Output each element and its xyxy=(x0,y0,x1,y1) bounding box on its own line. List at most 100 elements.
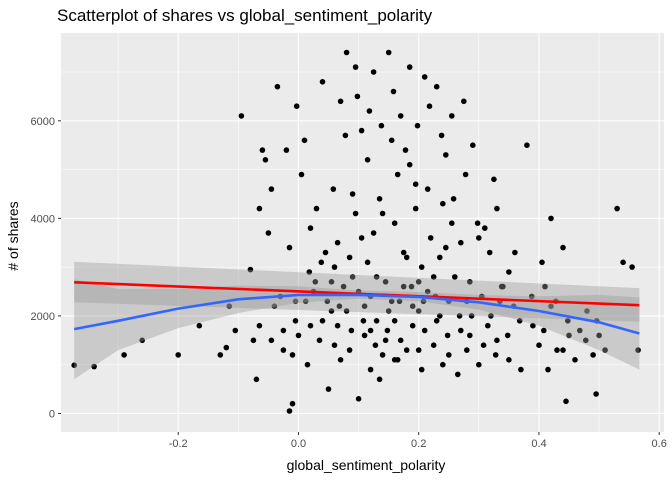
data-point xyxy=(378,122,385,129)
data-point xyxy=(476,235,482,241)
data-point xyxy=(450,196,457,202)
x-tick-label: 0.0 xyxy=(291,438,306,450)
data-point xyxy=(412,205,419,212)
data-point xyxy=(590,352,596,358)
x-tick-label: 0.6 xyxy=(652,438,667,450)
data-point xyxy=(280,327,287,334)
data-point xyxy=(486,249,493,256)
data-point xyxy=(548,303,554,310)
panel-background xyxy=(61,33,664,432)
data-point xyxy=(488,313,494,319)
data-point xyxy=(361,303,368,310)
data-point xyxy=(265,230,272,236)
data-point xyxy=(565,318,571,324)
data-point xyxy=(226,303,233,310)
data-point xyxy=(548,215,554,222)
data-point xyxy=(440,361,446,368)
data-point xyxy=(121,352,127,358)
data-point xyxy=(480,342,487,349)
data-point xyxy=(223,344,230,351)
data-point xyxy=(446,352,452,358)
data-point xyxy=(283,147,290,153)
data-point xyxy=(541,327,547,334)
data-point xyxy=(455,371,461,378)
data-point xyxy=(577,327,583,334)
data-point xyxy=(262,157,269,163)
data-point xyxy=(372,342,379,349)
data-point xyxy=(302,298,309,305)
data-point xyxy=(376,376,383,383)
data-point xyxy=(334,322,341,329)
data-point xyxy=(430,274,437,280)
data-point xyxy=(286,244,293,251)
data-point xyxy=(418,264,425,270)
data-point xyxy=(403,254,410,261)
data-point xyxy=(614,205,620,212)
data-point xyxy=(379,210,386,217)
data-point xyxy=(293,103,300,109)
data-point xyxy=(343,308,350,314)
data-point xyxy=(427,235,434,241)
data-point xyxy=(370,69,377,75)
data-point xyxy=(390,88,397,95)
data-point xyxy=(420,298,427,305)
data-point xyxy=(384,327,391,334)
y-tick-label: 6000 xyxy=(31,116,55,128)
data-point xyxy=(433,83,440,90)
data-point xyxy=(342,132,349,139)
y-axis-label: # of shares xyxy=(5,201,21,270)
x-axis-label: global_sentiment_polarity xyxy=(287,457,446,473)
data-point xyxy=(304,361,311,368)
data-point xyxy=(364,259,371,266)
data-point xyxy=(449,113,455,119)
data-point xyxy=(274,83,281,90)
data-point xyxy=(358,235,365,241)
data-point xyxy=(494,205,500,212)
data-point xyxy=(409,303,416,310)
data-point xyxy=(418,366,425,373)
data-point xyxy=(396,298,403,305)
data-point xyxy=(424,186,431,192)
data-point xyxy=(506,357,512,363)
data-point xyxy=(382,279,389,285)
data-point xyxy=(91,363,97,370)
data-point xyxy=(238,113,245,119)
data-point xyxy=(373,318,380,324)
data-point xyxy=(358,127,365,134)
data-point xyxy=(421,327,428,334)
data-point xyxy=(430,342,437,349)
data-point xyxy=(461,98,467,105)
data-point xyxy=(322,249,329,256)
data-point xyxy=(467,279,473,285)
data-point xyxy=(280,347,287,353)
data-point xyxy=(253,376,260,383)
data-point xyxy=(286,408,293,414)
data-point xyxy=(512,249,518,256)
data-point xyxy=(232,327,239,334)
plot-panel xyxy=(61,33,664,432)
data-point xyxy=(196,322,203,329)
data-point xyxy=(328,279,335,285)
data-point xyxy=(259,147,266,153)
data-point xyxy=(492,352,499,358)
data-point xyxy=(312,279,319,285)
data-point xyxy=(560,347,566,353)
data-point xyxy=(289,400,296,407)
data-point xyxy=(518,366,524,373)
data-point xyxy=(391,220,398,226)
y-tick-label: 4000 xyxy=(31,213,55,225)
data-point xyxy=(271,303,278,310)
data-point xyxy=(388,137,395,144)
data-point xyxy=(373,274,380,280)
data-point xyxy=(400,283,407,290)
data-point xyxy=(318,259,325,266)
data-point xyxy=(397,113,404,119)
data-point xyxy=(382,337,389,344)
data-point xyxy=(421,74,428,80)
data-point xyxy=(292,298,299,305)
data-point xyxy=(542,283,548,290)
data-point xyxy=(352,64,359,70)
data-point xyxy=(256,322,263,329)
data-point xyxy=(583,337,589,344)
